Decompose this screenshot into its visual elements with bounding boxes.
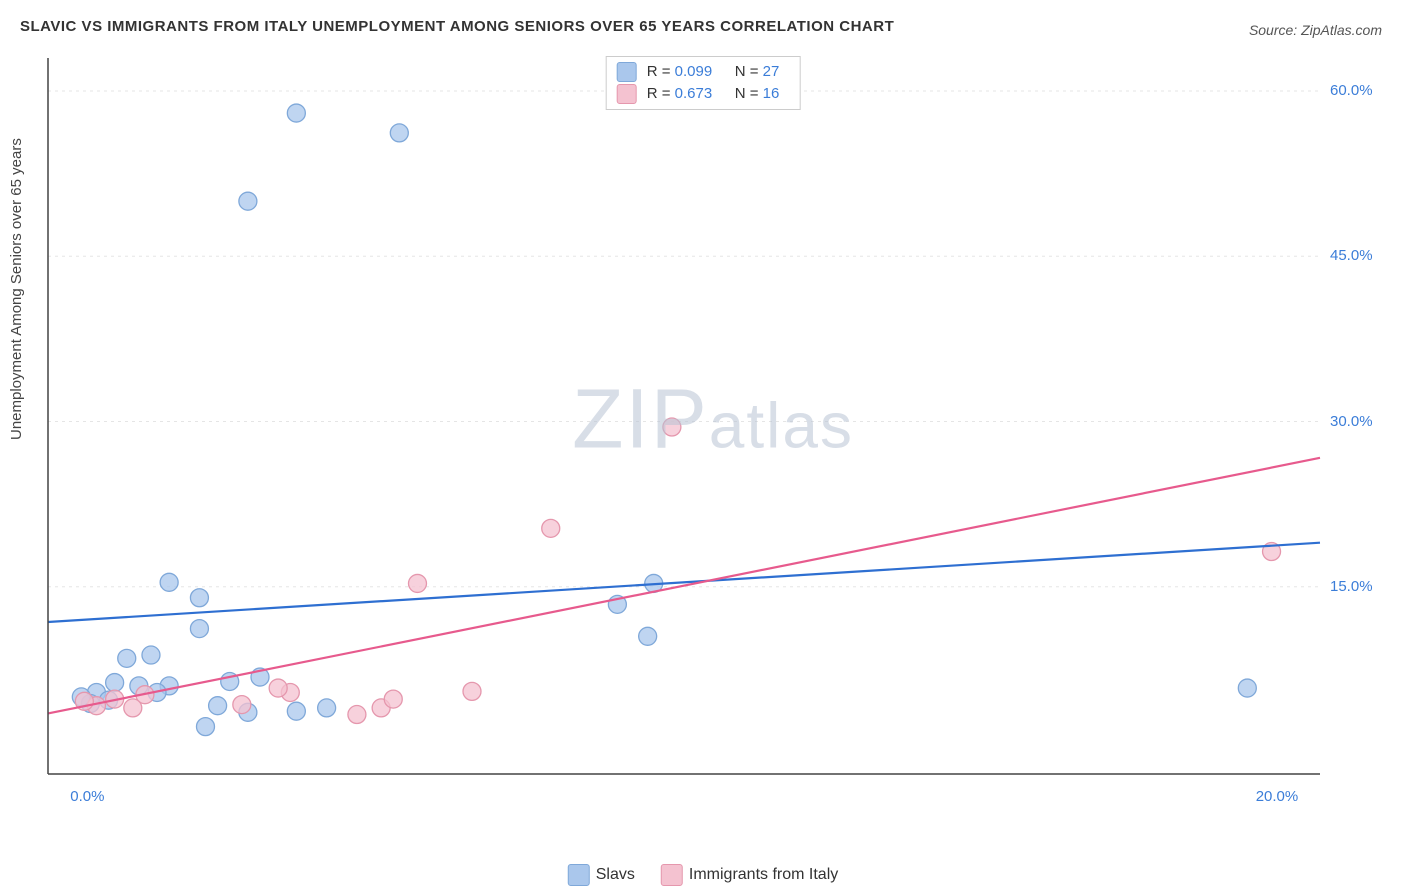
chart-title: SLAVIC VS IMMIGRANTS FROM ITALY UNEMPLOY…	[20, 18, 894, 35]
y-tick-label: 60.0%	[1330, 82, 1373, 99]
legend-swatch	[661, 864, 683, 886]
legend-swatch	[617, 84, 637, 104]
scatter-chart	[46, 52, 1380, 816]
y-tick-label: 45.0%	[1330, 247, 1373, 264]
plot-area: ZIPatlas	[46, 52, 1380, 816]
legend-row: R = 0.673 N = 16	[617, 83, 790, 105]
legend-row: R = 0.099 N = 27	[617, 61, 790, 83]
legend-swatch	[617, 62, 637, 82]
x-tick-label: 20.0%	[1256, 788, 1299, 805]
series-legend: Slavs Immigrants from Italy	[568, 864, 838, 886]
legend-swatch	[568, 864, 590, 886]
legend-label: Slavs	[596, 866, 635, 883]
legend-item: Immigrants from Italy	[661, 864, 838, 886]
legend-label: Immigrants from Italy	[689, 866, 838, 883]
y-tick-label: 15.0%	[1330, 578, 1373, 595]
source-label: Source: ZipAtlas.com	[1249, 22, 1382, 38]
y-axis-label: Unemployment Among Seniors over 65 years	[8, 138, 25, 440]
legend-item: Slavs	[568, 864, 635, 886]
correlation-legend: R = 0.099 N = 27R = 0.673 N = 16	[606, 56, 801, 110]
y-tick-label: 30.0%	[1330, 413, 1373, 430]
x-tick-label: 0.0%	[70, 788, 104, 805]
